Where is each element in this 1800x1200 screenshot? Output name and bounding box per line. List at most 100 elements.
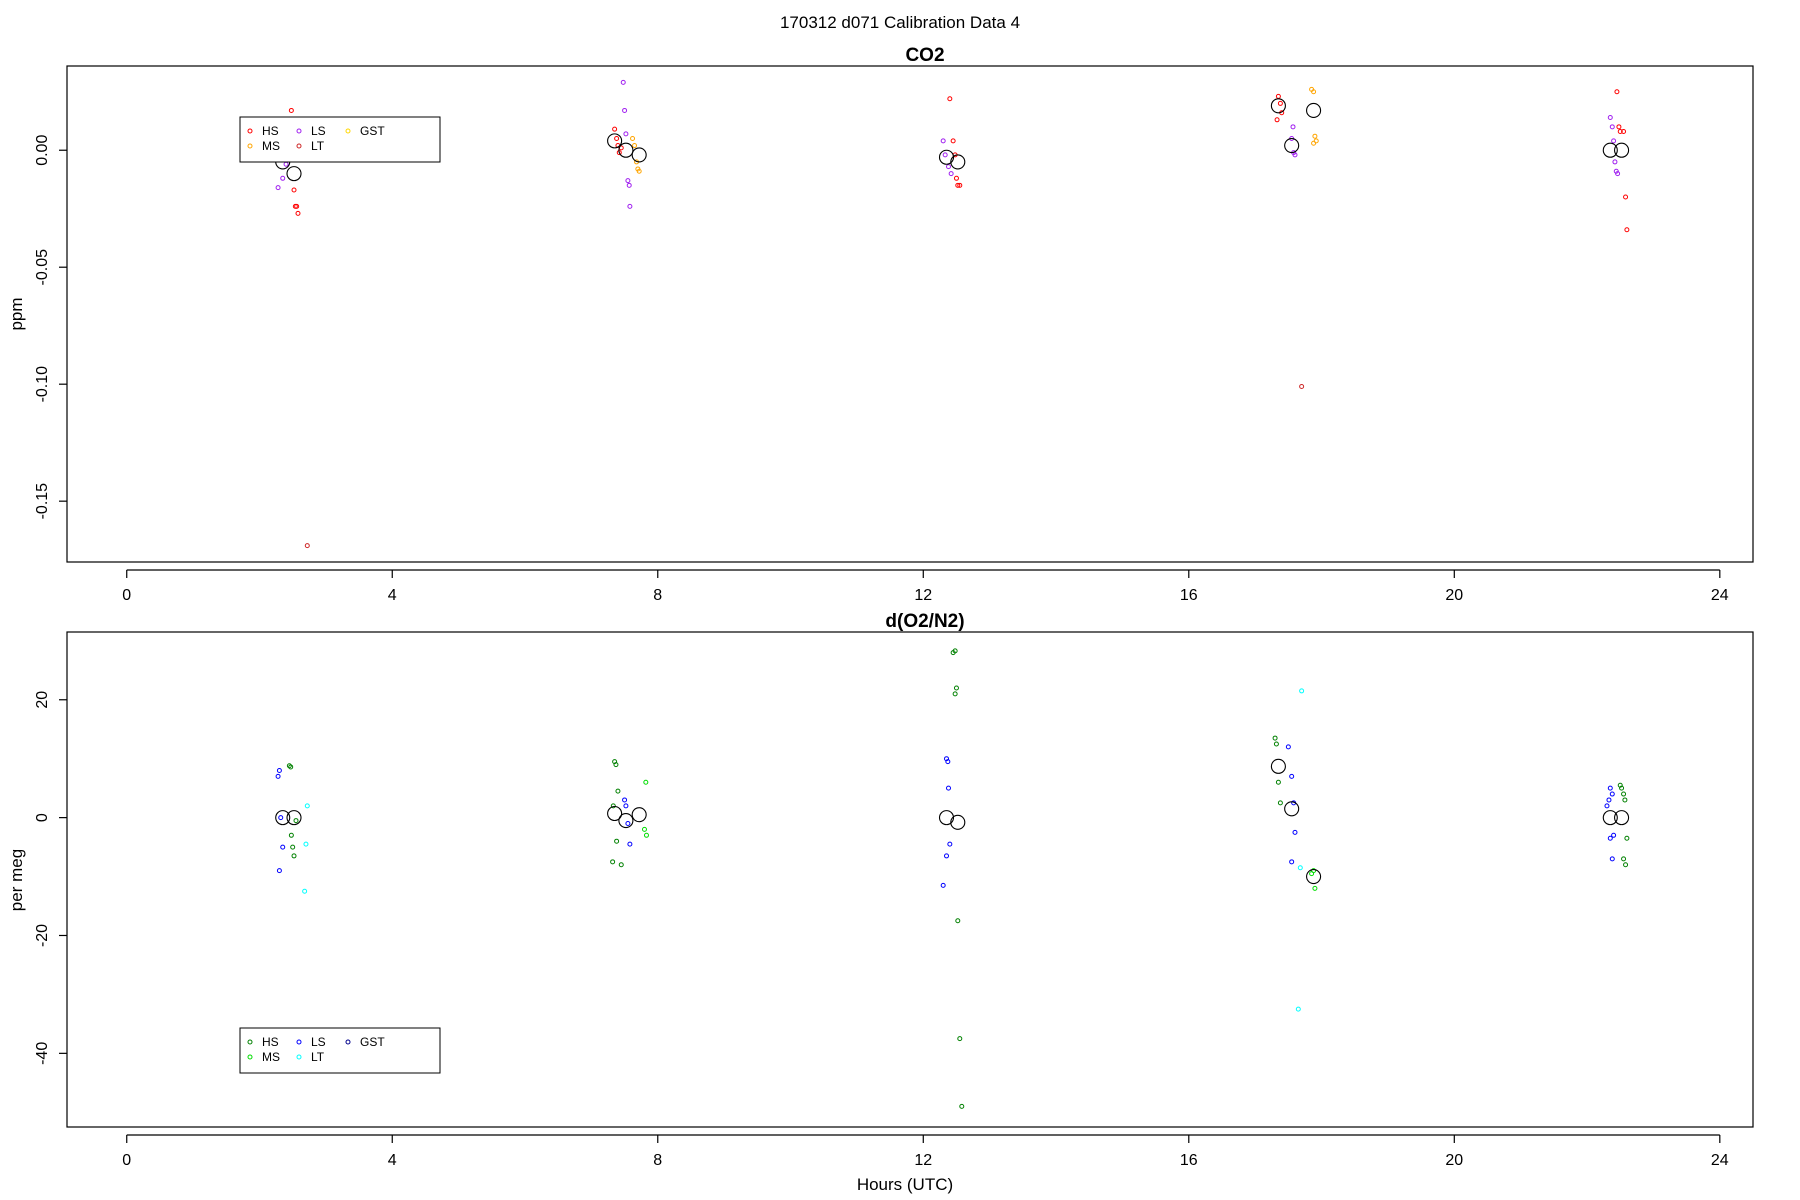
x-tick-label: 4	[388, 1152, 397, 1169]
point-hs	[947, 96, 953, 102]
panel-co2-x-ticks: 0 4 8 12 16 20 24	[122, 569, 1729, 604]
legend-box	[239, 116, 441, 163]
point-ls	[948, 171, 954, 177]
mean-point	[1284, 137, 1300, 154]
point-hs	[614, 136, 620, 142]
mean-point	[607, 133, 623, 149]
point-ls	[942, 152, 948, 158]
legend-marker-lt	[296, 143, 302, 149]
point-ls	[1609, 856, 1615, 862]
legend-marker-ls	[296, 128, 302, 134]
point-hs	[1624, 835, 1630, 841]
y-tick-label: 0	[34, 813, 51, 822]
point-hs	[290, 844, 296, 850]
point-lt	[1295, 1006, 1301, 1012]
point-hs	[288, 107, 294, 113]
point-ls	[623, 131, 629, 137]
point-lt	[304, 803, 310, 809]
point-hs	[950, 138, 956, 144]
point-hs	[612, 126, 618, 132]
point-hs	[614, 838, 620, 844]
point-ms	[632, 143, 638, 149]
point-ls	[275, 185, 281, 191]
mean-point	[938, 810, 955, 826]
point-ls	[1292, 152, 1298, 158]
point-ms	[641, 826, 647, 832]
point-ms	[643, 779, 649, 785]
mean-point	[286, 810, 302, 826]
point-ls	[1606, 797, 1612, 803]
x-tick-label: 0	[122, 587, 131, 604]
point-ls	[626, 182, 632, 188]
point-hs	[294, 203, 300, 209]
point-ls	[1609, 124, 1615, 130]
point-ls	[1292, 829, 1298, 835]
panel-o2n2-x-ticks: 0 4 8 12 16 20 24	[122, 1134, 1729, 1169]
point-hs	[1275, 779, 1281, 785]
x-axis-title: Hours (UTC)	[857, 1175, 953, 1194]
mean-point	[1614, 810, 1630, 826]
legend-label-ms: MS	[262, 1050, 280, 1064]
mean-point	[938, 149, 955, 165]
point-ls	[1611, 832, 1617, 838]
legend-label-hs: HS	[262, 1035, 279, 1049]
panel-co2-title: CO2	[905, 45, 944, 66]
point-hs	[1272, 735, 1278, 741]
x-tick-label: 8	[653, 1152, 662, 1169]
point-ls	[1289, 859, 1295, 865]
point-hs	[1275, 93, 1281, 99]
panel-co2-frame	[66, 65, 1754, 563]
point-hs	[1274, 117, 1280, 123]
mean-point	[1602, 142, 1618, 158]
legend-marker-hs	[247, 1039, 253, 1045]
legend-marker-ms	[247, 143, 253, 149]
point-ls	[276, 767, 282, 773]
point-ms	[1311, 868, 1317, 874]
panel-o2n2-ylabel: per meg	[7, 849, 26, 911]
point-ls	[627, 841, 633, 847]
point-ls	[625, 821, 631, 827]
point-hs	[955, 918, 961, 924]
mean-point	[1284, 801, 1300, 817]
point-ls	[945, 759, 951, 765]
point-hs	[613, 762, 619, 768]
x-tick-label: 20	[1445, 1152, 1463, 1169]
x-tick-label: 24	[1711, 1152, 1729, 1169]
mean-point	[618, 813, 634, 829]
point-ls	[1611, 138, 1617, 144]
mean-point	[286, 166, 302, 182]
panel-co2: CO2 ppm 0.00-0.05-0.10-0.15 0 4 8 12 16 20 24 …	[7, 45, 1754, 604]
mean-point	[1602, 810, 1618, 826]
panel-co2-y-ticks: 0.00 -0.05 -0.10 -0.15	[34, 135, 67, 519]
point-hs	[1624, 227, 1630, 233]
point-hs	[618, 862, 624, 868]
x-tick-label: 12	[914, 587, 932, 604]
point-hs	[1616, 124, 1622, 130]
mean-point	[618, 142, 634, 158]
legend-label-ms: MS	[262, 139, 280, 153]
point-ls	[1607, 835, 1613, 841]
figure-super-title: 170312 d071 Calibration Data 4	[780, 13, 1020, 32]
point-ls	[280, 175, 286, 181]
point-hs	[1621, 856, 1627, 862]
point-ls	[945, 164, 951, 170]
point-ls	[1607, 114, 1613, 120]
y-tick-label: 0.00	[34, 135, 51, 166]
x-tick-label: 8	[653, 587, 662, 604]
point-ms	[1311, 140, 1317, 146]
x-tick-label: 12	[914, 1152, 932, 1169]
mean-point	[631, 807, 647, 823]
x-tick-label: 0	[122, 1152, 131, 1169]
point-ls	[1604, 803, 1610, 809]
point-hs	[1622, 797, 1628, 803]
point-ms	[636, 168, 642, 174]
x-tick-label: 20	[1445, 587, 1463, 604]
point-ls	[627, 203, 633, 209]
y-tick-label: -0.05	[34, 249, 51, 286]
point-ls	[283, 161, 289, 167]
x-tick-label: 16	[1180, 587, 1198, 604]
legend-label-lt: LT	[311, 139, 325, 153]
legend-marker-gst	[345, 128, 351, 134]
point-ls	[1609, 791, 1615, 797]
